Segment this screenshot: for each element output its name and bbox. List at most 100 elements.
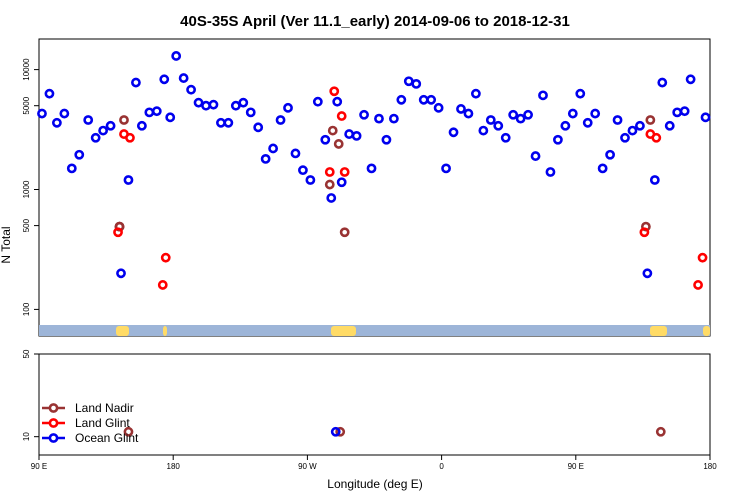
y-axis-label: N Total	[0, 226, 13, 263]
lower-y-axis: 10 50	[22, 349, 39, 441]
x-tick-label: 90 E	[568, 462, 584, 471]
legend-marker	[48, 433, 59, 443]
y-tick-label: 5000	[22, 96, 31, 114]
legend-label: Ocean Glint	[75, 431, 139, 445]
ocean-glint-point	[186, 84, 196, 95]
y-tick-label: 100	[22, 302, 31, 316]
ocean-glint-point	[59, 108, 70, 119]
ocean-glint-point	[597, 163, 608, 174]
ocean-glint-point	[305, 175, 316, 185]
upper-y-axis: 100 500 1000 5000 10000	[22, 58, 39, 316]
ocean-glint-point	[657, 77, 668, 88]
land-glint-point	[336, 111, 347, 121]
ocean-glint-point	[441, 163, 451, 174]
ocean-glint-point	[332, 96, 343, 107]
legend-item-land-glint: Land Glint	[42, 416, 130, 430]
land-glint-point	[693, 280, 703, 290]
ocean-glint-point	[283, 102, 293, 113]
land-patches	[116, 326, 710, 336]
land-nadir-point	[335, 426, 346, 437]
land-nadir-point	[333, 139, 344, 149]
ocean-glint-point	[470, 88, 481, 99]
land-nadir-point	[339, 227, 350, 238]
land-nadir-point	[327, 125, 338, 136]
ocean-glint-point	[627, 125, 638, 136]
ocean-glint-point	[208, 99, 219, 110]
ocean-glint-point	[612, 115, 623, 125]
ocean-glint-point	[523, 109, 533, 120]
ocean-glint-point	[326, 193, 337, 203]
land-glint-point	[125, 132, 135, 143]
lower-plot-frame	[38, 353, 711, 456]
ocean-glint-point	[37, 108, 47, 119]
ocean-glint-point	[74, 149, 85, 160]
ocean-glint-point	[275, 115, 286, 125]
ocean-glint-point	[605, 149, 615, 160]
land-nadir-point	[645, 115, 656, 125]
ocean-glint-point	[664, 120, 675, 131]
land-glint-point	[697, 252, 708, 263]
ocean-glint-point	[685, 74, 696, 85]
ocean-glint-point	[538, 90, 548, 101]
ocean-glint-point	[51, 117, 62, 128]
ocean-glint-point	[201, 100, 211, 111]
ocean-glint-point	[66, 163, 77, 174]
ocean-glint-point	[515, 113, 526, 124]
ocean-band	[39, 325, 710, 336]
ocean-glint-point	[366, 163, 377, 174]
ocean-glint-point	[374, 113, 384, 124]
ocean-glint-point	[403, 76, 414, 87]
ocean-glint-point	[245, 107, 256, 118]
land-glint-point	[651, 132, 662, 143]
legend-label: Land Glint	[75, 416, 130, 430]
y-tick-label: 1000	[22, 180, 31, 198]
ocean-glint-point	[381, 134, 392, 145]
ocean-glint-point	[230, 100, 241, 111]
legend-marker	[48, 418, 59, 428]
ocean-glint-point	[151, 106, 162, 117]
ocean-glint-point	[223, 117, 234, 128]
ocean-glint-point	[500, 132, 511, 143]
ocean-glint-point	[388, 113, 399, 124]
x-tick-label: 90 E	[31, 462, 47, 471]
ocean-glint-point	[508, 109, 519, 120]
ocean-glint-point	[433, 102, 444, 113]
ocean-glint-point	[136, 120, 147, 131]
ocean-glint-point	[553, 134, 563, 145]
ocean-glint-point	[268, 143, 279, 154]
upper-points	[37, 51, 711, 290]
ocean-glint-point	[700, 112, 711, 123]
legend-item-ocean-glint: Ocean Glint	[42, 431, 139, 445]
ocean-glint-point	[649, 175, 660, 185]
ocean-glint-point	[178, 73, 189, 83]
land-patch	[163, 326, 167, 336]
land-nadir-point	[119, 115, 129, 125]
ocean-glint-point	[260, 153, 271, 164]
ocean-glint-point	[165, 112, 176, 123]
ocean-glint-point	[298, 165, 308, 176]
ocean-glint-point	[478, 125, 489, 136]
ocean-glint-point	[411, 78, 422, 89]
land-nadir-point	[655, 426, 666, 437]
x-tick-label: 90 W	[298, 462, 317, 471]
land-nadir-point	[123, 426, 134, 437]
ocean-glint-point	[575, 88, 586, 99]
upper-panel: 100 500 1000 5000 10000	[22, 38, 711, 337]
ocean-glint-point	[131, 77, 141, 88]
ocean-glint-point	[456, 104, 466, 114]
ocean-glint-point	[330, 426, 341, 437]
ocean-glint-point	[320, 134, 331, 145]
ocean-glint-point	[582, 117, 593, 128]
ocean-glint-point	[116, 268, 126, 279]
ocean-glint-point	[530, 151, 541, 161]
ocean-glint-point	[590, 108, 601, 119]
ocean-glint-point	[620, 132, 630, 143]
y-tick-label: 500	[22, 218, 31, 232]
ocean-glint-point	[171, 51, 182, 61]
land-glint-point	[157, 280, 168, 290]
ocean-glint-point	[463, 108, 474, 119]
y-tick-label: 50	[22, 349, 31, 358]
